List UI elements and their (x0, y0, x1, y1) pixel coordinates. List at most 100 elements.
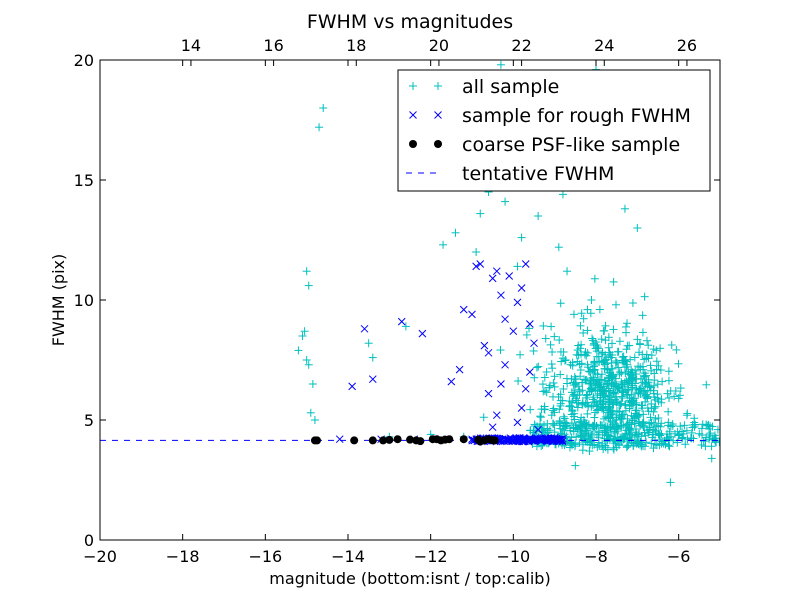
all-sample-point (707, 454, 716, 463)
all-sample-point (556, 370, 565, 379)
all-sample-point (653, 394, 662, 403)
rough-fwhm-point (368, 375, 377, 384)
all-sample-point (650, 381, 659, 390)
all-sample-point (715, 437, 720, 446)
all-sample-point (585, 447, 594, 456)
all-sample-point (540, 386, 549, 395)
rough-fwhm-point (500, 437, 509, 445)
all-sample-point (576, 366, 585, 375)
all-sample-point (566, 401, 575, 410)
all-sample-point (636, 340, 645, 349)
all-sample-point (664, 407, 673, 416)
all-sample-point (641, 392, 650, 401)
all-sample-point (655, 441, 664, 450)
psf-like-point (416, 437, 425, 446)
all-sample-point (612, 413, 621, 422)
all-sample-point (596, 382, 605, 391)
all-sample-point (496, 346, 505, 355)
all-sample-point (608, 372, 617, 381)
all-sample-point (302, 356, 311, 364)
legend-entry: all sample (409, 76, 559, 98)
all-sample-point (604, 343, 613, 352)
all-sample-point (647, 399, 656, 408)
all-sample-point (613, 427, 622, 436)
all-sample-point (613, 397, 622, 406)
all-sample-point (621, 400, 630, 409)
psf-like-point (459, 435, 468, 444)
x-tick-label: −12 (414, 547, 448, 566)
all-sample-point (703, 421, 712, 430)
axis-ticks: −20 −18 −16 −14 −12 −10 −8 −6 14 16 18 20 22 24 26 0 5 10… (74, 36, 720, 566)
all-sample-point (578, 378, 587, 387)
all-sample-point (633, 335, 642, 344)
all-sample-point (577, 359, 586, 368)
all-sample-point (627, 411, 636, 420)
all-sample-point (590, 358, 599, 367)
all-sample-point (643, 336, 652, 345)
legend-entry: coarse PSF-like sample (409, 134, 680, 156)
all-sample-point (294, 346, 303, 355)
all-sample-point (586, 309, 595, 318)
all-sample-point (586, 440, 595, 449)
psf-like-point (406, 435, 414, 444)
psf-like-point (313, 436, 321, 445)
all-sample-point (620, 363, 629, 372)
legend-label: all sample (462, 76, 559, 98)
all-sample-point (563, 379, 572, 388)
all-sample-point (589, 336, 598, 345)
x-axis-label: magnitude (bottom:isnt / top:calib) (269, 569, 550, 588)
rough-fwhm-point (468, 435, 476, 444)
all-sample-point (617, 422, 626, 431)
all-sample-point (574, 341, 583, 350)
rough-fwhm-point (468, 310, 476, 319)
all-sample-point (706, 429, 715, 438)
all-sample-point (674, 431, 683, 440)
all-sample-point (634, 389, 643, 398)
all-sample-point (304, 360, 313, 369)
rough-fwhm-point (552, 435, 561, 444)
all-sample-point (545, 426, 554, 435)
all-sample-point (643, 393, 652, 402)
all-sample-point (589, 373, 598, 382)
all-sample-point (713, 425, 720, 434)
top-x-tick-label: 26 (677, 36, 697, 55)
all-sample-point (611, 389, 620, 398)
all-sample-point (599, 414, 608, 423)
rough-fwhm-point (360, 324, 369, 333)
rough-fwhm-point (501, 315, 509, 324)
all-sample-point (626, 426, 635, 435)
all-sample-point (708, 435, 717, 444)
rough-fwhm-point (521, 260, 530, 268)
y-tick-label: 10 (74, 291, 94, 310)
rough-fwhm-point (472, 262, 480, 271)
rough-fwhm-point (509, 327, 518, 336)
rough-fwhm-point (418, 329, 427, 338)
all-sample-point (496, 60, 505, 69)
all-sample-point (550, 332, 559, 341)
all-sample-point (651, 414, 660, 423)
all-sample-point (609, 408, 618, 417)
all-sample-point (583, 409, 592, 418)
all-sample-point (619, 352, 628, 361)
all-sample-point (550, 421, 559, 430)
all-sample-point (604, 431, 613, 440)
all-sample-point (298, 332, 307, 340)
all-sample-point (620, 204, 629, 213)
all-sample-point (555, 336, 564, 345)
all-sample-point (573, 346, 582, 355)
all-sample-point (682, 426, 691, 435)
all-sample-point (319, 104, 328, 112)
all-sample-point (698, 420, 707, 429)
x-tick-label: −14 (331, 547, 365, 566)
all-sample-point (525, 324, 534, 333)
all-sample-point (579, 314, 588, 323)
all-sample-point (583, 348, 592, 357)
all-sample-point (537, 405, 546, 414)
all-sample-point (570, 390, 579, 399)
all-sample-point (558, 190, 567, 199)
psf-like-point (445, 435, 454, 444)
all-sample-point (593, 370, 602, 379)
all-sample-point (611, 419, 620, 428)
all-sample-point (550, 408, 559, 417)
all-sample-point (542, 367, 551, 376)
